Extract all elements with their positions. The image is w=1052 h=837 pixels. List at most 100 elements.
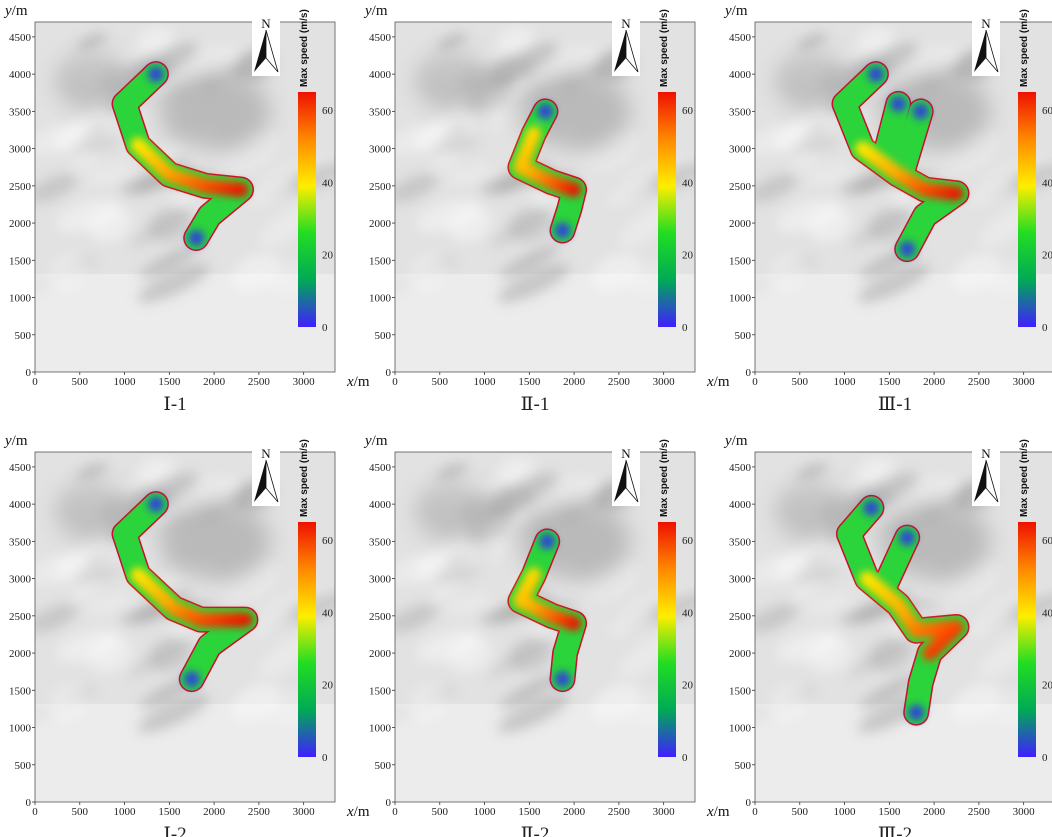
x-tick-label: 500 <box>792 806 809 818</box>
debris-flow-extent <box>831 61 970 263</box>
colorbar-tick-label: 40 <box>682 177 694 189</box>
x-tick-label: 2500 <box>248 376 271 388</box>
y-tick-label: 500 <box>735 760 752 772</box>
debris-flow-extent <box>111 61 254 251</box>
map-panel: 0 500 1000 1500 2000 2500 30000500100015002000… <box>723 3 1052 415</box>
map-panel: 0 500 1000 1500 2000 2500 30000500100015002000… <box>363 3 730 415</box>
y-tick-label: 500 <box>15 760 32 772</box>
y-tick-label: 4000 <box>369 69 392 81</box>
colorbar-tick-label: 40 <box>1042 607 1052 619</box>
x-tick-label: 2000 <box>563 376 586 388</box>
y-tick-label: 3500 <box>9 106 32 118</box>
north-label: N <box>621 16 631 31</box>
y-tick-label: 2500 <box>9 181 32 193</box>
y-axis-label: y/m <box>363 433 388 449</box>
debris-flow-extent <box>836 494 970 726</box>
x-tick-label: 500 <box>72 376 89 388</box>
x-tick-label: 3000 <box>293 806 316 818</box>
x-tick-label: 500 <box>72 806 89 818</box>
y-tick-label: 2500 <box>9 611 32 623</box>
y-axis-label: y/m <box>723 433 748 449</box>
hillshade-terrain <box>395 452 695 802</box>
colorbar-tick-label: 60 <box>322 535 334 547</box>
y-tick-label: 2000 <box>369 648 392 660</box>
colorbar-title: Max speed (m/s) <box>659 9 670 87</box>
x-tick-label: 1000 <box>114 806 137 818</box>
colorbar-tick-label: 20 <box>1042 250 1052 262</box>
north-label: N <box>981 446 991 461</box>
y-tick-label: 3500 <box>729 106 752 118</box>
y-tick-label: 1500 <box>9 685 32 697</box>
north-label: N <box>981 16 991 31</box>
x-tick-label: 0 <box>752 806 758 818</box>
y-tick-label: 4000 <box>729 69 752 81</box>
x-tick-label: 1000 <box>114 376 137 388</box>
y-tick-label: 1500 <box>9 255 32 267</box>
y-tick-label: 4500 <box>369 32 392 44</box>
colorbar-tick-label: 40 <box>322 607 334 619</box>
y-tick-label: 2500 <box>369 181 392 193</box>
colorbar-tick-label: 20 <box>322 250 334 262</box>
x-tick-label: 2000 <box>563 806 586 818</box>
y-axis-label: y/m <box>3 3 28 19</box>
colorbar-tick-label: 0 <box>682 322 688 334</box>
x-tick-label: 1500 <box>878 806 901 818</box>
north-arrow-icon: N <box>252 14 280 76</box>
north-label: N <box>621 446 631 461</box>
y-tick-label: 0 <box>746 367 752 379</box>
x-tick-label: 2000 <box>923 806 946 818</box>
y-tick-label: 500 <box>375 760 392 772</box>
colorbar-tick-label: 20 <box>1042 680 1052 692</box>
colorbar: 0 20 40 60 Max speed (m/s) <box>1018 439 1052 764</box>
x-tick-label: 1500 <box>518 376 541 388</box>
y-tick-label: 1000 <box>9 293 32 305</box>
x-tick-label: 0 <box>32 376 38 388</box>
y-tick-label: 4500 <box>369 462 392 474</box>
y-tick-label: 4500 <box>729 32 752 44</box>
x-tick-label: 0 <box>32 806 38 818</box>
hillshade-terrain <box>755 22 1052 372</box>
x-tick-label: 2500 <box>968 376 991 388</box>
y-tick-label: 2000 <box>9 648 32 660</box>
x-tick-label: 1500 <box>878 376 901 388</box>
debris-flow-extent <box>507 528 588 693</box>
panel-label: Ⅲ-2 <box>878 824 912 837</box>
x-tick-label: 1000 <box>474 376 497 388</box>
y-tick-label: 1000 <box>369 293 392 305</box>
y-tick-label: 1000 <box>729 293 752 305</box>
panel-label: Ⅱ-2 <box>521 824 550 837</box>
y-tick-label: 1000 <box>729 723 752 735</box>
x-axis-label: x/m <box>706 374 730 390</box>
y-tick-label: 2500 <box>729 181 752 193</box>
y-tick-label: 0 <box>386 367 392 379</box>
y-axis-label: y/m <box>723 3 748 19</box>
x-tick-label: 2000 <box>203 376 226 388</box>
y-axis-label: y/m <box>363 3 388 19</box>
x-tick-label: 2500 <box>248 806 271 818</box>
colorbar-tick-label: 0 <box>322 752 328 764</box>
colorbar-tick-label: 40 <box>322 177 334 189</box>
colorbar: 0 20 40 60 Max speed (m/s) <box>658 9 694 334</box>
x-tick-label: 500 <box>432 806 449 818</box>
x-tick-label: 1000 <box>474 806 497 818</box>
y-tick-label: 1000 <box>9 723 32 735</box>
y-tick-label: 2000 <box>729 218 752 230</box>
panel-label: Ⅰ-2 <box>163 824 186 837</box>
colorbar-tick-label: 20 <box>322 680 334 692</box>
north-label: N <box>261 446 271 461</box>
colorbar: 0 20 40 60 Max speed (m/s) <box>298 439 334 764</box>
y-tick-label: 3500 <box>729 536 752 548</box>
x-tick-label: 0 <box>752 376 758 388</box>
y-tick-label: 3500 <box>369 536 392 548</box>
x-tick-label: 2500 <box>608 806 631 818</box>
x-tick-label: 0 <box>392 376 398 388</box>
y-tick-label: 3000 <box>9 574 32 586</box>
y-tick-label: 3000 <box>369 144 392 156</box>
x-tick-label: 3000 <box>1013 376 1036 388</box>
north-arrow-icon: N <box>972 14 1000 76</box>
y-tick-label: 3000 <box>729 144 752 156</box>
x-axis-label: x/m <box>346 804 370 820</box>
colorbar-tick-label: 0 <box>322 322 328 334</box>
map-panel: 0 500 1000 1500 2000 2500 30000500100015002000… <box>3 3 370 415</box>
colorbar-tick-label: 60 <box>322 105 334 117</box>
